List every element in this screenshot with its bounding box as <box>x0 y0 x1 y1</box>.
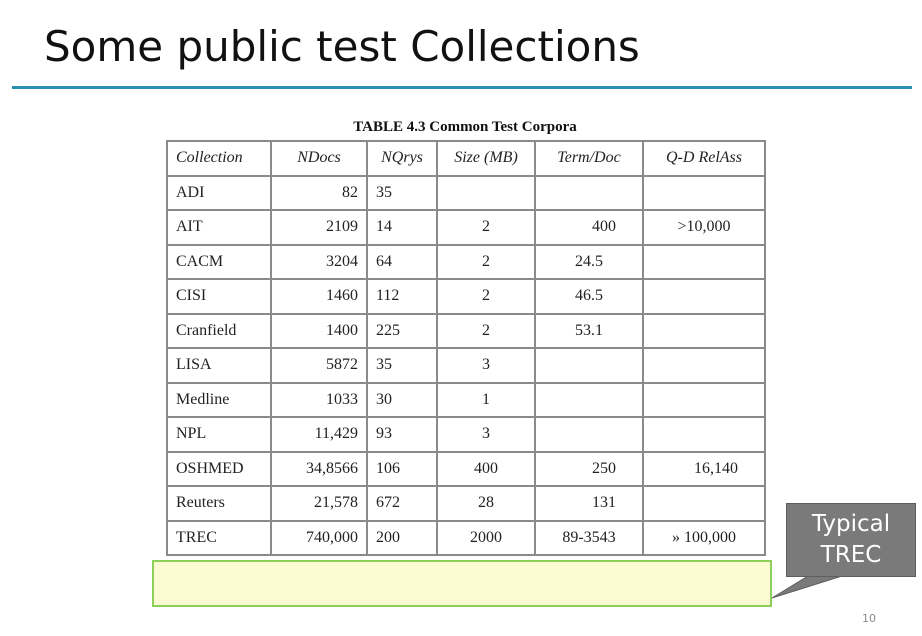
table-row: Cranfield 1400 225 2 53.1 <box>166 312 766 349</box>
header-collection: Collection <box>166 140 272 177</box>
cell-qd-relass <box>642 174 766 211</box>
cell-collection: OSHMED <box>166 450 272 487</box>
title-underline <box>12 86 912 89</box>
cell-qd-relass <box>642 243 766 280</box>
header-size: Size (MB) <box>436 140 536 177</box>
typical-trec-callout: Typical TREC <box>786 503 916 577</box>
cell-ndocs: 2109 <box>270 209 368 246</box>
cell-term-doc: 131 <box>534 485 644 522</box>
cell-ndocs: 82 <box>270 174 368 211</box>
cell-size-mb: 2000 <box>436 519 536 556</box>
cell-term-doc: 24.5 <box>534 243 644 280</box>
cell-nqrys: 14 <box>366 209 438 246</box>
cell-ndocs: 1033 <box>270 381 368 418</box>
cell-collection: CACM <box>166 243 272 280</box>
cell-collection: TREC <box>166 519 272 556</box>
cell-qd-relass <box>642 381 766 418</box>
cell-term-doc: 400 <box>534 209 644 246</box>
table-row: AIT 2109 14 2 400 >10,000 <box>166 209 766 246</box>
cell-qd-relass <box>642 485 766 522</box>
table-row: OSHMED 34,8566 106 400 250 16,140 <box>166 450 766 487</box>
table-caption: TABLE 4.3 Common Test Corpora <box>353 119 577 135</box>
table-row: TREC 740,000 200 2000 89-3543» 100,000 <box>166 519 766 556</box>
cell-collection: Medline <box>166 381 272 418</box>
cell-ndocs: 21,578 <box>270 485 368 522</box>
cell-term-doc <box>534 174 644 211</box>
cell-qd-relass: >10,000 <box>642 209 766 246</box>
cell-nqrys: 225 <box>366 312 438 349</box>
cell-ndocs: 740,000 <box>270 519 368 556</box>
header-term-doc: Term/Doc <box>534 140 644 177</box>
cell-collection: CISI <box>166 278 272 315</box>
cell-collection: NPL <box>166 416 272 453</box>
cell-ndocs: 1400 <box>270 312 368 349</box>
cell-collection: AIT <box>166 209 272 246</box>
cell-collection: Cranfield <box>166 312 272 349</box>
cell-size-mb: 2 <box>436 209 536 246</box>
cell-nqrys: 112 <box>366 278 438 315</box>
cell-nqrys: 35 <box>366 347 438 384</box>
cell-ndocs: 34,8566 <box>270 450 368 487</box>
cell-size-mb: 400 <box>436 450 536 487</box>
cell-term-doc <box>534 416 644 453</box>
cell-size-mb: 2 <box>436 278 536 315</box>
cell-size-mb: 2 <box>436 312 536 349</box>
cell-qd-relass <box>642 347 766 384</box>
cell-size-mb: 3 <box>436 347 536 384</box>
cell-size-mb <box>436 174 536 211</box>
cell-size-mb: 28 <box>436 485 536 522</box>
cell-nqrys: 30 <box>366 381 438 418</box>
cell-size-mb: 2 <box>436 243 536 280</box>
table-row: LISA 5872 35 3 <box>166 347 766 384</box>
cell-term-doc: 46.5 <box>534 278 644 315</box>
header-nqrys: NQrys <box>366 140 438 177</box>
cell-term-doc: 89-3543 <box>534 519 644 556</box>
callout-line-2: TREC <box>820 542 882 568</box>
cell-nqrys: 93 <box>366 416 438 453</box>
cell-ndocs: 1460 <box>270 278 368 315</box>
cell-nqrys: 64 <box>366 243 438 280</box>
cell-qd-relass <box>642 278 766 315</box>
cell-ndocs: 5872 <box>270 347 368 384</box>
cell-nqrys: 672 <box>366 485 438 522</box>
cell-ndocs: 3204 <box>270 243 368 280</box>
cell-term-doc: 250 <box>534 450 644 487</box>
cell-collection: LISA <box>166 347 272 384</box>
callout-line-1: Typical <box>811 511 891 537</box>
cell-ndocs: 11,429 <box>270 416 368 453</box>
trec-row-highlight <box>152 560 772 607</box>
table-header-row: Collection NDocs NQrys Size (MB) Term/Do… <box>166 140 766 177</box>
cell-term-doc <box>534 347 644 384</box>
cell-qd-relass <box>642 416 766 453</box>
cell-qd-relass: » 100,000 <box>642 519 766 556</box>
table-row: Reuters 21,578 672 28 131 <box>166 485 766 522</box>
cell-collection: Reuters <box>166 485 272 522</box>
cell-size-mb: 1 <box>436 381 536 418</box>
cell-nqrys: 106 <box>366 450 438 487</box>
header-qd-relass: Q-D RelAss <box>642 140 766 177</box>
table-row: NPL 11,429 93 3 <box>166 416 766 453</box>
cell-term-doc <box>534 381 644 418</box>
cell-qd-relass: 16,140 <box>642 450 766 487</box>
slide-title: Some public test Collections <box>44 22 640 71</box>
page-number: 10 <box>862 612 876 625</box>
cell-collection: ADI <box>166 174 272 211</box>
table-row: CISI 1460 112 2 46.5 <box>166 278 766 315</box>
table-row: ADI 82 35 <box>166 174 766 211</box>
cell-nqrys: 35 <box>366 174 438 211</box>
table-row: CACM 3204 64 2 24.5 <box>166 243 766 280</box>
header-ndocs: NDocs <box>270 140 368 177</box>
cell-size-mb: 3 <box>436 416 536 453</box>
table-row: Medline 1033 30 1 <box>166 381 766 418</box>
cell-nqrys: 200 <box>366 519 438 556</box>
cell-term-doc: 53.1 <box>534 312 644 349</box>
test-corpora-table: Collection NDocs NQrys Size (MB) Term/Do… <box>166 140 766 556</box>
cell-qd-relass <box>642 312 766 349</box>
